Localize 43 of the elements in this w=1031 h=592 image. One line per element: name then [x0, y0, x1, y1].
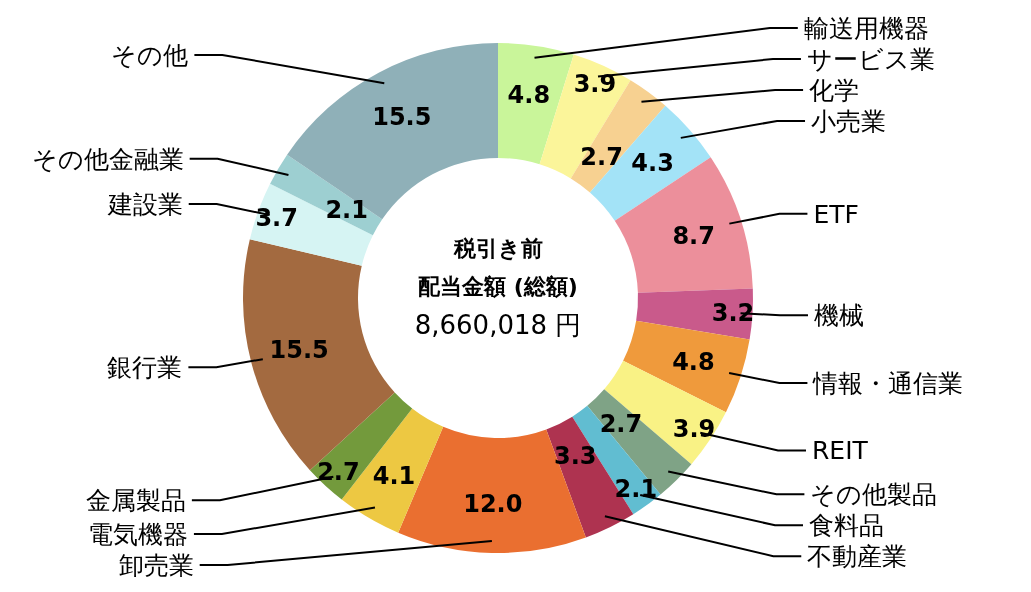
data-label: 3.9 [573, 69, 617, 98]
slice-label: 情報・通信業 [812, 368, 964, 398]
slice-label: 機械 [813, 301, 864, 331]
data-label: 2.7 [580, 142, 623, 171]
text: 税引き前 [452, 236, 543, 261]
slice-label: その他金融業 [31, 144, 184, 174]
data-label: 2.1 [614, 475, 658, 504]
data-label: 8.7 [672, 221, 715, 250]
slice-label: 輸送用機器 [803, 13, 929, 43]
data-label: 15.5 [269, 336, 329, 365]
data-label: 3.2 [711, 299, 755, 328]
slice-label: 化学 [809, 75, 860, 105]
slice-label: その他製品 [810, 480, 938, 510]
data-label: 2.7 [599, 409, 643, 438]
slice-label: サービス業 [806, 44, 935, 74]
slice-label: ETF [813, 199, 859, 229]
donut-slice [623, 320, 750, 413]
data-label: 4.8 [507, 81, 551, 110]
donut-slice [498, 43, 574, 165]
text: 8,660,018 円 [414, 310, 582, 340]
data-label: 2.1 [325, 195, 368, 224]
slice-label: 電気機器 [87, 519, 188, 549]
slice-label: その他 [111, 40, 189, 70]
text: 配当金額 (総額) [418, 274, 578, 299]
slice-label: 食料品 [809, 511, 885, 541]
slice-label: 建設業 [106, 189, 183, 219]
slice-label: 小売業 [811, 106, 887, 136]
donut-slice [249, 183, 373, 266]
donut-slice [636, 288, 753, 340]
data-label: 4.8 [672, 347, 715, 376]
data-label: 4.1 [372, 461, 416, 490]
slice-label: REIT [811, 436, 869, 466]
data-label: 3.3 [553, 442, 597, 470]
data-label: 3.9 [672, 414, 716, 443]
slice-label: 卸売業 [118, 550, 194, 580]
donut-slice [309, 392, 413, 500]
data-label: 15.5 [372, 102, 432, 131]
data-label: 12.0 [463, 489, 523, 518]
data-label: 3.7 [255, 203, 298, 232]
slice-label: 不動産業 [807, 542, 908, 572]
slice-label: 金属製品 [85, 485, 186, 515]
data-label: 4.3 [631, 148, 674, 177]
slice-label: 銀行業 [107, 352, 183, 382]
